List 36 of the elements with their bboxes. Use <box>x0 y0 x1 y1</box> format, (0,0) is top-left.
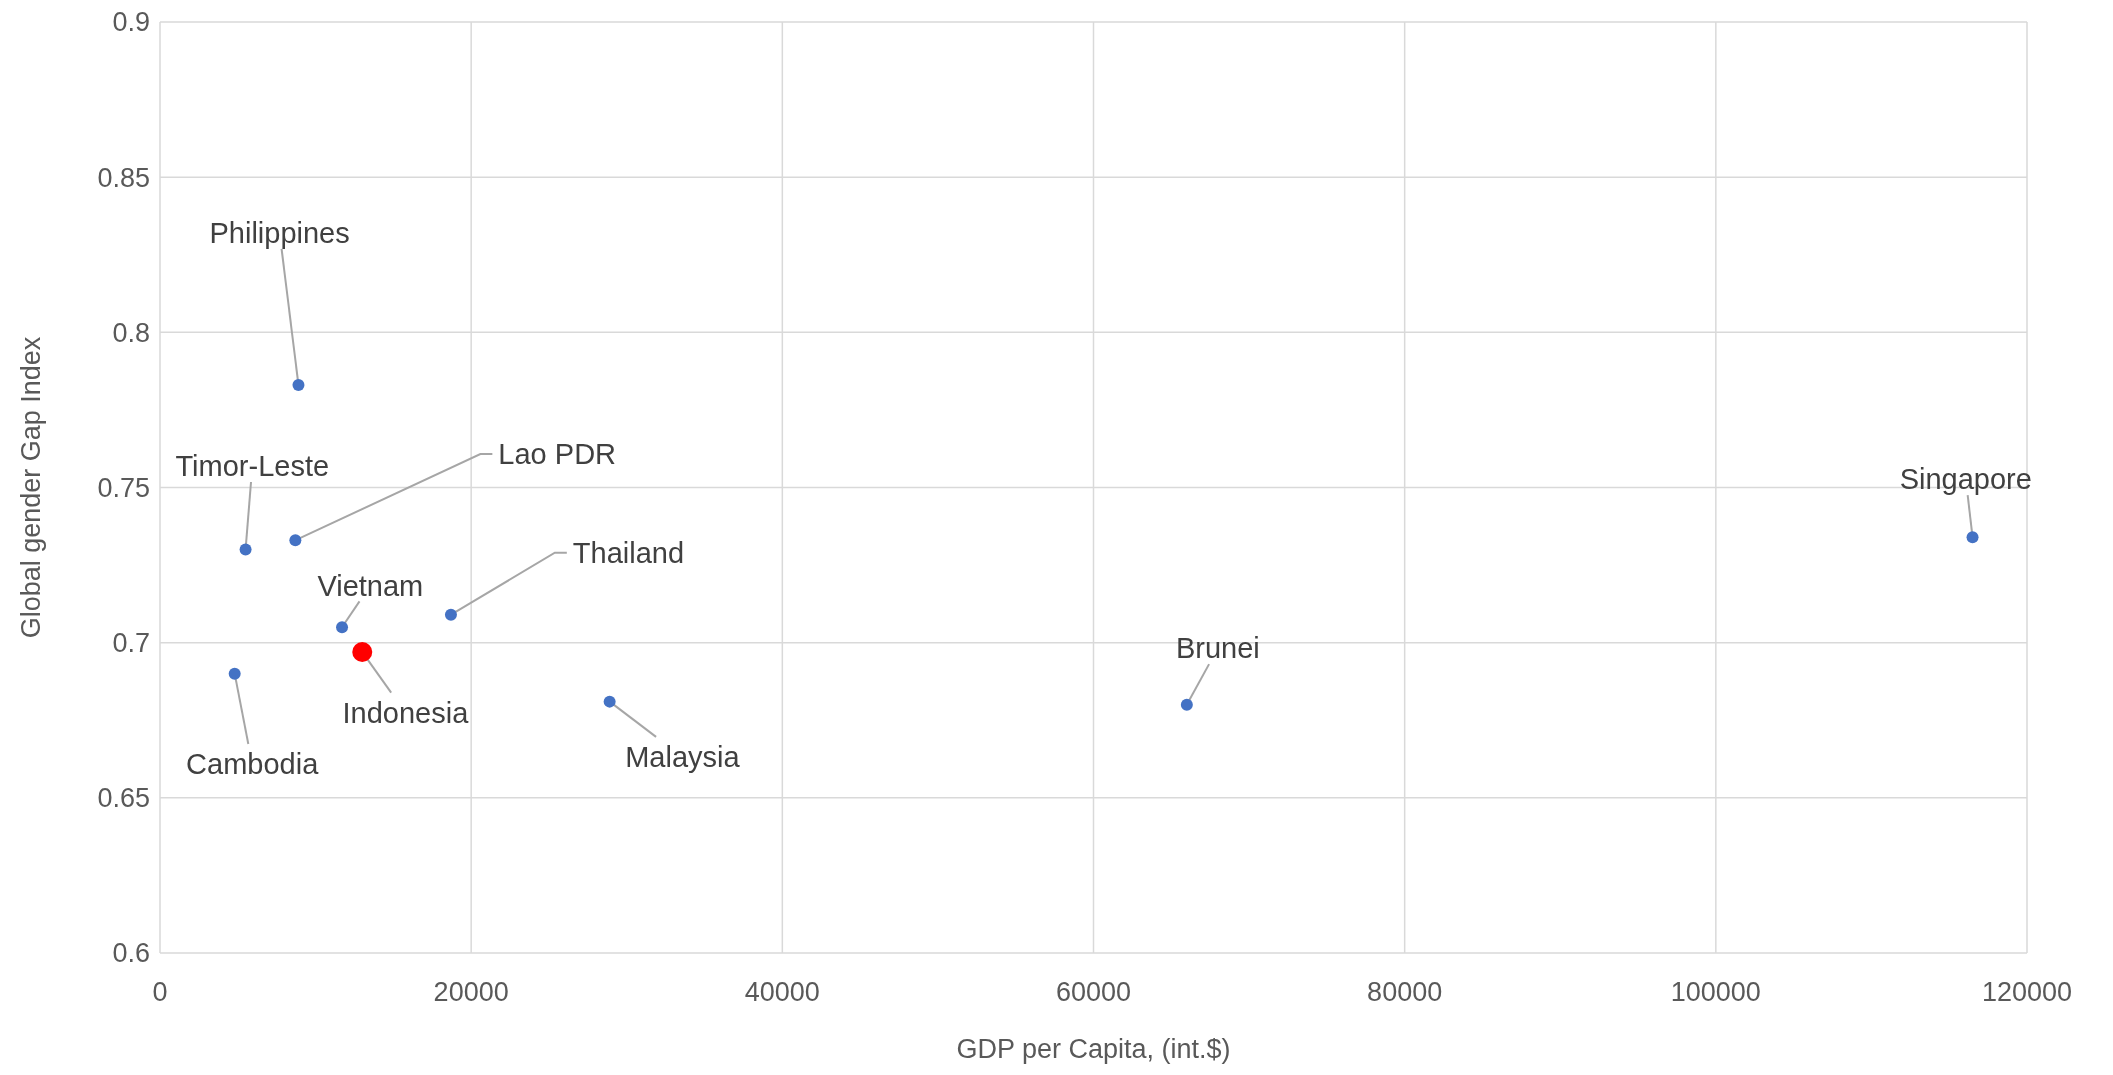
y-tick-label: 0.75 <box>97 472 150 503</box>
point <box>1966 531 1979 544</box>
annotation: Vietnam <box>317 569 424 602</box>
y-axis-title: Global gender Gap Index <box>16 336 46 639</box>
point <box>603 695 616 708</box>
y-tick-label: 0.7 <box>112 628 150 659</box>
annotation: Indonesia <box>342 696 470 729</box>
y-tick-label: 0.8 <box>112 317 150 348</box>
point <box>1180 698 1193 711</box>
annotation: Cambodia <box>186 748 320 781</box>
y-tick-label: 0.65 <box>97 783 150 814</box>
y-tick-label: 0.6 <box>112 938 150 969</box>
x-tick-label: 0 <box>152 977 168 1007</box>
annotation: Lao PDR <box>498 438 617 471</box>
annotation: Brunei <box>1175 632 1260 665</box>
x-tick-label: 80000 <box>1367 977 1443 1007</box>
point <box>239 543 252 556</box>
point <box>292 379 305 392</box>
annotation: Thailand <box>572 536 685 569</box>
point <box>289 534 302 547</box>
x-tick-label: 40000 <box>744 977 820 1007</box>
annotation: Malaysia <box>625 741 741 774</box>
point <box>352 642 373 662</box>
x-tick-label: 120000 <box>1981 977 2073 1007</box>
annotation: Singapore <box>1899 463 2032 496</box>
x-tick-label: 60000 <box>1055 977 1132 1007</box>
y-tick-label: 0.9 <box>112 7 150 38</box>
point <box>336 621 349 634</box>
y-tick-label: 0.85 <box>97 162 150 193</box>
point <box>228 667 241 680</box>
x-axis-title: GDP per Capita, (int.$) <box>956 1034 1231 1064</box>
point <box>444 608 457 621</box>
x-tick-label: 100000 <box>1670 977 1761 1007</box>
x-tick-label: 20000 <box>433 977 509 1007</box>
annotation: Timor-Leste <box>175 450 330 483</box>
annotation: Philippines <box>209 216 350 249</box>
